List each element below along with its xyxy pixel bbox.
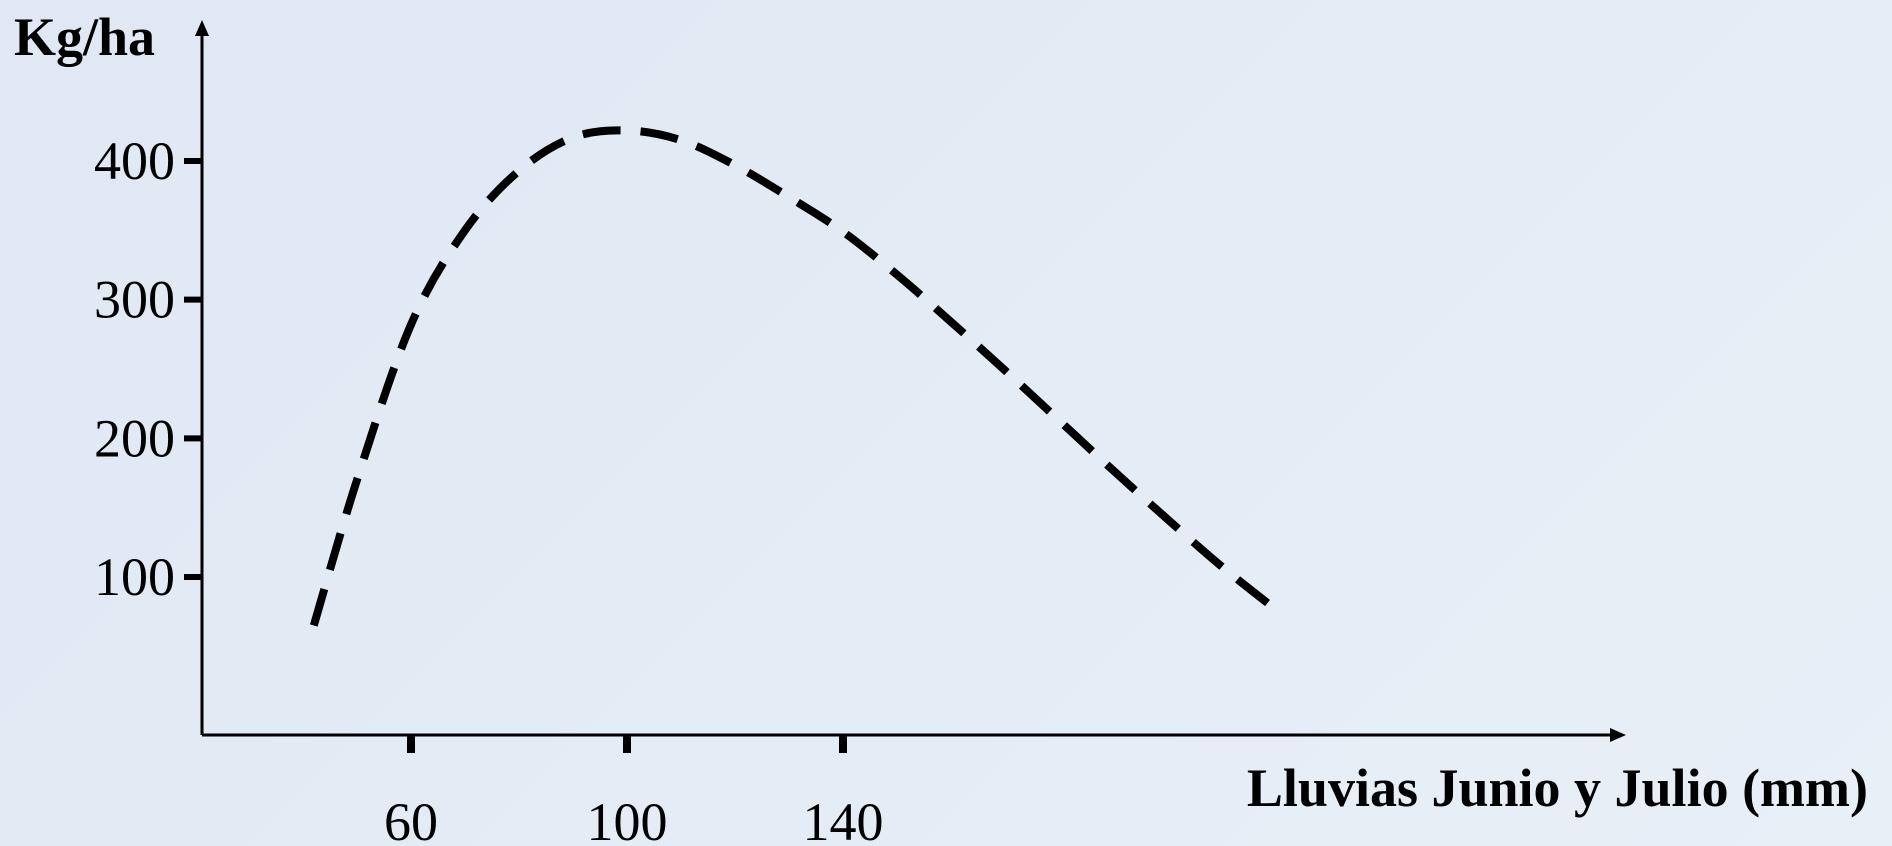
y-tick-label: 300 [94,270,175,330]
y-axis-title: Kg/ha [14,7,155,67]
x-ticks: 60 100 140 [384,735,884,846]
x-axis-title: Lluvias Junio y Julio (mm) [1247,758,1868,818]
y-axis-arrow [195,20,209,36]
x-tick-label: 60 [384,792,438,846]
y-tick-label: 200 [94,408,175,468]
axes [195,20,1626,742]
series [309,126,1278,627]
series-line [309,126,1278,627]
y-tick-label: 100 [94,547,175,607]
x-tick-label: 100 [587,792,668,846]
x-tick-label: 140 [803,792,884,846]
y-ticks: 100 200 300 400 [94,131,202,607]
x-axis-arrow [1610,728,1626,742]
y-tick-label: 400 [94,131,175,191]
